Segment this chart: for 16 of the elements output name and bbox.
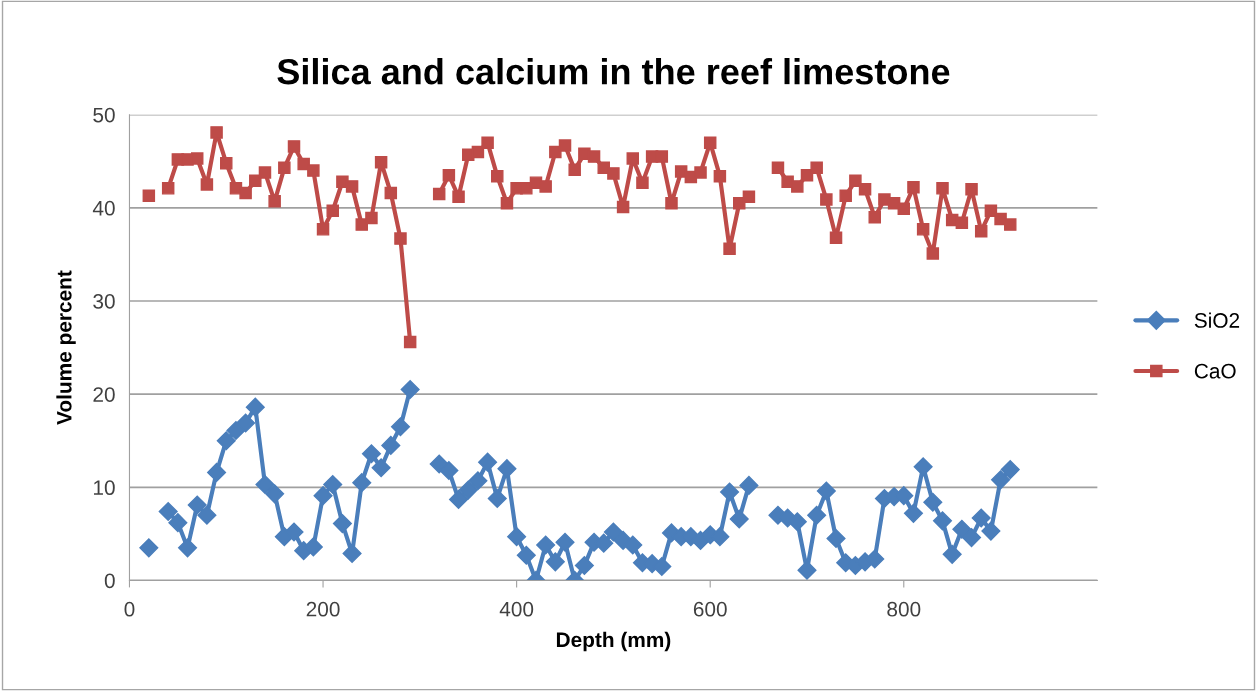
x-axis-title: Depth (mm) (556, 631, 671, 652)
x-tick-label: 400 (499, 601, 534, 617)
y-tick-label: 50 (93, 107, 115, 123)
y-tick-label: 40 (92, 200, 115, 216)
legend-label: CaO (1194, 363, 1236, 379)
y-axis-title: Volume percent (56, 270, 76, 425)
chart-title: Silica and calcium in the reef limestone (277, 57, 950, 85)
y-tick-label: 0 (104, 573, 115, 589)
y-tick-label: 20 (93, 387, 115, 402)
x-tick-label: 200 (306, 601, 340, 617)
x-tick-label: 0 (124, 601, 135, 617)
x-tick-label: 600 (693, 601, 727, 617)
y-tick-label: 10 (94, 480, 115, 496)
legend-label: SiO2 (1194, 312, 1240, 328)
x-tick-label: 800 (887, 601, 921, 617)
y-tick-label: 30 (93, 294, 115, 309)
